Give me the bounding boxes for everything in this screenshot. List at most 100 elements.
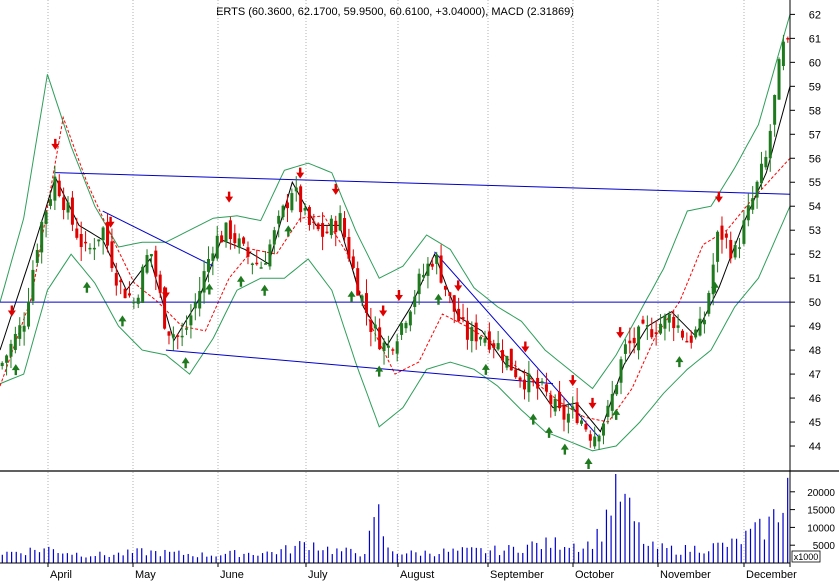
price-bar-body: [285, 202, 289, 209]
price-bar-body: [430, 263, 434, 267]
price-bar-body: [698, 318, 702, 336]
sell-arrow: [568, 375, 577, 387]
volume-unit-box: [791, 550, 821, 563]
price-bar-body: [13, 333, 17, 350]
price-tick-label: 46: [809, 393, 821, 405]
price-bar-body: [470, 326, 474, 342]
sell-arrow: [394, 289, 403, 301]
price-bar-body: [496, 343, 500, 350]
price-bar-body: [580, 420, 584, 424]
price-bar-body: [786, 37, 790, 40]
price-bar-body: [193, 302, 197, 309]
price-bar-body: [70, 197, 74, 225]
price-bar-body: [220, 235, 224, 243]
volume-tick-label: 15000: [807, 506, 835, 517]
trendline: [55, 172, 791, 195]
price-tick-label: 48: [809, 345, 821, 357]
price-tick-label: 50: [809, 297, 821, 309]
price-bar-body: [356, 268, 360, 296]
price-bar-body: [198, 290, 202, 309]
price-bar-body: [465, 320, 469, 340]
price-bar-body: [474, 322, 478, 342]
price-bar-body: [22, 325, 26, 332]
price-bar-body: [505, 355, 509, 368]
price-bar-body: [224, 222, 228, 243]
price-bar-body: [386, 345, 390, 348]
price-bar-body: [373, 324, 377, 329]
price-bar-body: [110, 241, 114, 269]
price-tick-label: 58: [809, 105, 821, 117]
price-bar-body: [299, 186, 303, 213]
buy-arrow: [181, 357, 190, 369]
price-bar-body: [584, 424, 588, 430]
price-bar-body: [439, 255, 443, 283]
price-bar-body: [88, 247, 92, 250]
price-bar-body: [35, 249, 39, 263]
price-bar-body: [729, 239, 733, 259]
price-bar-body: [272, 230, 276, 245]
buy-arrow: [284, 225, 293, 237]
price-bar-body: [650, 329, 654, 338]
price-bar-body: [369, 320, 373, 332]
buy-arrow: [205, 283, 214, 295]
price-tick-label: 51: [809, 273, 821, 285]
price-bar-body: [716, 231, 720, 262]
buy-arrow: [118, 315, 127, 327]
price-bar-body: [180, 335, 184, 338]
price-tick-label: 54: [809, 201, 821, 213]
price-bar-body: [31, 269, 35, 301]
price-bar-body: [163, 287, 167, 329]
price-bar-body: [549, 395, 553, 405]
price-bar-body: [321, 223, 325, 237]
month-label: May: [135, 569, 156, 581]
price-bar-body: [777, 59, 781, 100]
price-bar-body: [334, 220, 338, 233]
price-bar-body: [127, 293, 131, 296]
price-bar-body: [97, 239, 101, 242]
price-bar-body: [720, 225, 724, 240]
price-bar-body: [483, 338, 487, 343]
price-bar-body: [408, 311, 412, 326]
buy-arrow: [236, 275, 245, 287]
sell-arrow: [454, 280, 463, 292]
price-bar-body: [307, 207, 311, 225]
price-bar-body: [659, 323, 663, 334]
price-bar-body: [501, 350, 505, 361]
price-bar-body: [413, 296, 417, 308]
envelope-bands: [0, 14, 791, 452]
price-bar-body: [250, 263, 254, 266]
price-bar-body: [487, 331, 491, 350]
buy-arrow: [529, 413, 538, 425]
short-moving-average: [0, 86, 791, 433]
price-bar-body: [312, 221, 316, 223]
sell-arrow: [296, 167, 305, 179]
price-bar-body: [303, 207, 307, 211]
price-bar-body: [119, 280, 123, 283]
price-bar-body: [509, 348, 513, 371]
price-bar-body: [228, 220, 232, 240]
month-label: April: [50, 569, 72, 581]
price-bar-body: [237, 238, 241, 248]
price-bar-body: [694, 329, 698, 338]
price-bar-body: [641, 319, 645, 324]
month-label: November: [660, 569, 711, 581]
sell-arrow: [225, 191, 234, 203]
sell-arrow: [521, 341, 530, 353]
price-bar-body: [628, 340, 632, 344]
month-label: August: [400, 569, 434, 581]
price-bar-body: [255, 262, 259, 265]
price-bar-body: [114, 273, 118, 286]
price-bar-body: [123, 288, 127, 299]
price-bar-body: [149, 254, 153, 257]
price-bar-body: [637, 326, 641, 351]
price-bar-body: [206, 258, 210, 272]
price-bar-body: [768, 130, 772, 159]
price-bar-body: [457, 308, 461, 322]
month-label: July: [308, 569, 328, 581]
price-bar-body: [654, 332, 658, 335]
price-bar-body: [492, 343, 496, 348]
sell-arrow: [588, 397, 597, 409]
price-bar-body: [364, 293, 368, 313]
price-bar-body: [461, 317, 465, 320]
